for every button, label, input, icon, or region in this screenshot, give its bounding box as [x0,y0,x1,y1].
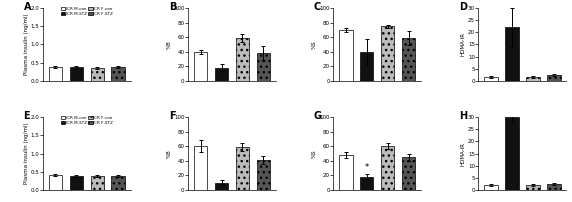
Text: A: A [23,2,31,12]
Bar [505,117,519,190]
Y-axis label: Plasma insulin (ng/ml): Plasma insulin (ng/ml) [23,14,29,75]
Y-axis label: HOMA-IR: HOMA-IR [461,142,466,165]
Bar [547,75,561,81]
Bar [484,77,498,81]
Y-axis label: %S: %S [312,40,317,49]
Text: C: C [314,2,321,12]
Text: B: B [169,2,176,12]
Text: D: D [459,2,467,12]
Text: G: G [314,111,322,121]
Legend: ICR M-con, ICR M-STZ, ICR F-con, ICR F-STZ: ICR M-con, ICR M-STZ, ICR F-con, ICR F-S… [61,116,114,125]
Bar [214,68,228,81]
Bar [547,184,561,190]
Y-axis label: %B: %B [167,40,172,49]
Bar [194,52,208,81]
Bar [381,146,395,190]
Bar [402,38,415,81]
Bar [339,30,352,81]
Bar [112,67,125,81]
Bar [360,177,374,190]
Bar [360,52,374,81]
Y-axis label: HOMA-IR: HOMA-IR [461,33,466,56]
Text: H: H [459,111,467,121]
Legend: ICR M-con, ICR M-STZ, ICR F-con, ICR F-STZ: ICR M-con, ICR M-STZ, ICR F-con, ICR F-S… [61,6,114,16]
Bar [236,38,249,81]
Text: F: F [169,111,175,121]
Text: *: * [364,163,369,172]
Y-axis label: %B: %B [167,149,172,158]
Bar [112,176,125,190]
Bar [257,53,270,81]
Bar [70,67,83,81]
Bar [381,26,395,81]
Bar [90,68,104,81]
Bar [526,77,539,81]
Bar [339,155,352,190]
Bar [49,175,62,190]
Bar [70,176,83,190]
Bar [236,147,249,190]
Bar [526,185,539,190]
Y-axis label: Plasma insulin (ng/ml): Plasma insulin (ng/ml) [23,123,29,184]
Bar [90,176,104,190]
Bar [214,183,228,190]
Bar [49,67,62,81]
Bar [484,185,498,190]
Text: E: E [23,111,30,121]
Bar [402,157,415,190]
Bar [194,146,208,190]
Y-axis label: %S: %S [312,149,317,158]
Bar [505,27,519,81]
Bar [257,160,270,190]
